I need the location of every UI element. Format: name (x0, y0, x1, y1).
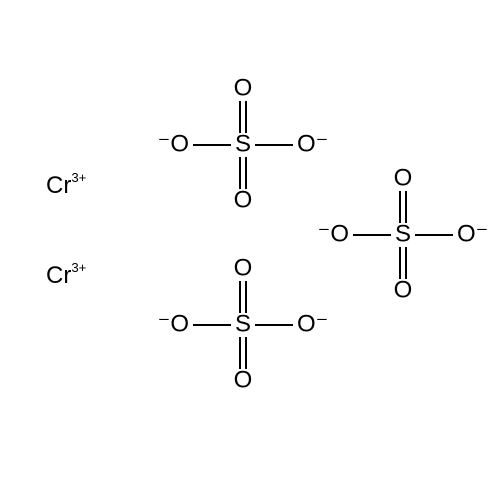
svg-text:⁻O: ⁻O (318, 220, 349, 247)
svg-text:O: O (234, 74, 253, 101)
svg-text:O⁻: O⁻ (457, 220, 488, 247)
svg-text:S: S (235, 310, 251, 337)
chemical-structure: Cr3+ Cr3+ SOO⁻OO⁻SOO⁻OO⁻SOO⁻OO⁻ (0, 0, 500, 500)
svg-text:S: S (395, 220, 411, 247)
svg-text:O⁻: O⁻ (297, 310, 328, 337)
svg-text:⁻O: ⁻O (158, 310, 189, 337)
svg-text:⁻O: ⁻O (158, 130, 189, 157)
svg-text:O: O (234, 254, 253, 281)
bond-canvas: S O O ⁻O O⁻ S O O ⁻O O⁻ S O O ⁻O O⁻ (0, 0, 500, 500)
svg-text:O: O (394, 164, 413, 191)
svg-text:S: S (235, 130, 251, 157)
svg-text:O: O (234, 366, 253, 393)
svg-text:O: O (234, 186, 253, 213)
svg-text:O⁻: O⁻ (297, 130, 328, 157)
svg-text:O: O (394, 276, 413, 303)
